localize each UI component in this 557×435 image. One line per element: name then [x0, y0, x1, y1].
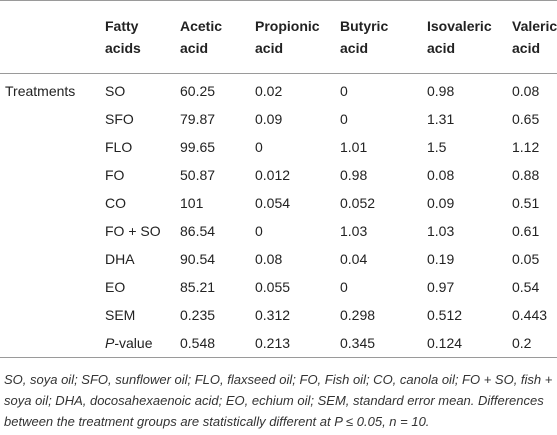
- value-cell: 0: [255, 139, 263, 155]
- row-label: CO: [105, 195, 126, 211]
- value-cell: 0.124: [427, 335, 463, 351]
- column-header: Fatty acids: [105, 18, 141, 56]
- value-cell: 0.345: [340, 335, 376, 351]
- value-cell: 0: [255, 223, 263, 239]
- corner-cell: [0, 1, 100, 74]
- group-cell: [0, 245, 100, 273]
- table-row: FO + SO 86.54 0 1.03 1.03 0.61: [0, 217, 557, 245]
- value-cell: 0.02: [255, 83, 283, 99]
- value-cell: 99.65: [180, 139, 216, 155]
- value-cell: 0.05: [512, 251, 540, 267]
- row-label: FO: [105, 167, 125, 183]
- value-cell: 0.51: [512, 195, 540, 211]
- value-cell: 0.08: [255, 251, 283, 267]
- value-cell: 0.055: [255, 279, 291, 295]
- table-row: Treatments SO 60.25 0.02 0 0.98 0.08: [0, 74, 557, 106]
- footnote: SO, soya oil; SFO, sunflower oil; FLO, f…: [4, 372, 553, 429]
- value-cell: 0.09: [427, 195, 455, 211]
- value-cell: 86.54: [180, 223, 216, 239]
- table-row: P-value 0.548 0.213 0.345 0.124 0.2: [0, 329, 557, 358]
- row-label: FO + SO: [105, 223, 161, 239]
- value-cell: 0.08: [427, 167, 455, 183]
- value-cell: 1.01: [340, 139, 368, 155]
- table-row: SEM 0.235 0.312 0.298 0.512 0.443: [0, 301, 557, 329]
- value-cell: 0.98: [340, 167, 368, 183]
- value-cell: 0.61: [512, 223, 540, 239]
- value-cell: 0.04: [340, 251, 368, 267]
- value-cell: 101: [180, 195, 204, 211]
- data-table: Fatty acids Acetic acid Propionic acid Buty…: [0, 0, 557, 358]
- row-label: FLO: [105, 139, 133, 155]
- row-label: SFO: [105, 111, 134, 127]
- column-header: Valeric acid: [512, 18, 557, 56]
- value-cell: 0.65: [512, 111, 540, 127]
- value-cell: 0.054: [255, 195, 291, 211]
- value-cell: 1.12: [512, 139, 540, 155]
- value-cell: 0.235: [180, 307, 216, 323]
- value-cell: 50.87: [180, 167, 216, 183]
- row-label: EO: [105, 279, 126, 295]
- group-cell: [0, 161, 100, 189]
- value-cell: 0.443: [512, 307, 548, 323]
- value-cell: 0.98: [427, 83, 455, 99]
- value-cell: 0.548: [180, 335, 216, 351]
- table-row: DHA 90.54 0.08 0.04 0.19 0.05: [0, 245, 557, 273]
- row-label: SO: [105, 83, 126, 99]
- group-cell: [0, 329, 100, 358]
- table-row: EO 85.21 0.055 0 0.97 0.54: [0, 273, 557, 301]
- column-header: Butyric acid: [340, 18, 389, 56]
- row-label: DHA: [105, 251, 135, 267]
- value-cell: 0.213: [255, 335, 291, 351]
- value-cell: 0.09: [255, 111, 283, 127]
- value-cell: 85.21: [180, 279, 216, 295]
- value-cell: 0.08: [512, 83, 540, 99]
- table-row: CO 101 0.054 0.052 0.09 0.51: [0, 189, 557, 217]
- column-header: Acetic acid: [180, 18, 223, 56]
- value-cell: 0: [340, 279, 348, 295]
- value-cell: 1.5: [427, 139, 447, 155]
- value-cell: 79.87: [180, 111, 216, 127]
- group-cell: [0, 273, 100, 301]
- value-cell: 1.03: [427, 223, 455, 239]
- group-cell: [0, 105, 100, 133]
- value-cell: 0.54: [512, 279, 540, 295]
- value-cell: 0: [340, 83, 348, 99]
- column-header: Isovaleric acid: [427, 18, 492, 56]
- value-cell: 0.512: [427, 307, 463, 323]
- value-cell: 60.25: [180, 83, 216, 99]
- value-cell: 1.31: [427, 111, 455, 127]
- table-row: SFO 79.87 0.09 0 1.31 0.65: [0, 105, 557, 133]
- value-cell: 0.012: [255, 167, 291, 183]
- row-label: SEM: [105, 307, 136, 323]
- value-cell: 90.54: [180, 251, 216, 267]
- row-label-rest: -value: [114, 335, 153, 351]
- value-cell: 0: [340, 111, 348, 127]
- group-cell: Treatments: [5, 83, 76, 99]
- table-row: FO 50.87 0.012 0.98 0.08 0.88: [0, 161, 557, 189]
- table-row: FLO 99.65 0 1.01 1.5 1.12: [0, 133, 557, 161]
- value-cell: 0.19: [427, 251, 455, 267]
- group-cell: [0, 189, 100, 217]
- value-cell: 0.052: [340, 195, 376, 211]
- value-cell: 0.312: [255, 307, 291, 323]
- table-body: Treatments SO 60.25 0.02 0 0.98 0.08 SFO 79.87 0.…: [0, 74, 557, 358]
- column-header: Propionic acid: [255, 18, 320, 56]
- group-cell: [0, 133, 100, 161]
- value-cell: 0.298: [340, 307, 376, 323]
- value-cell: 0.2: [512, 335, 532, 351]
- row-label-italic: P: [105, 335, 115, 351]
- header-row: Fatty acids Acetic acid Propionic acid Buty…: [0, 0, 557, 74]
- group-cell: [0, 301, 100, 329]
- value-cell: 0.97: [427, 279, 455, 295]
- group-cell: [0, 217, 100, 245]
- value-cell: 0.88: [512, 167, 540, 183]
- value-cell: 1.03: [340, 223, 368, 239]
- row-label: P-value: [100, 329, 175, 358]
